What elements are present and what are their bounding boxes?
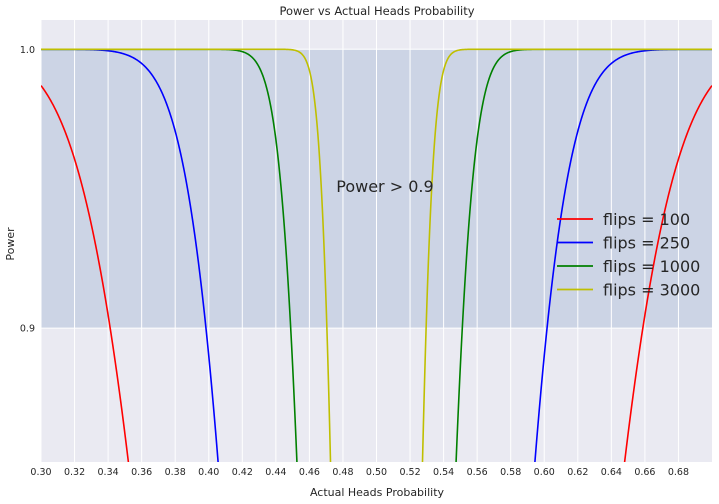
x-tick-label: 0.40	[198, 467, 219, 478]
x-tick-label: 0.42	[232, 467, 253, 478]
legend: flips = 100 flips = 250 flips = 1000 flips …	[557, 210, 700, 300]
x-tick-label: 0.38	[165, 467, 186, 478]
x-tick-label: 0.54	[433, 467, 454, 478]
series-lines	[41, 48, 712, 462]
power-annotation: Power > 0.9	[336, 177, 433, 196]
x-tick-label: 0.60	[534, 467, 555, 478]
x-tick-label: 0.48	[332, 467, 353, 478]
legend-label: flips = 3000	[603, 281, 700, 300]
x-tick-label: 0.52	[399, 467, 420, 478]
x-tick-label: 0.56	[467, 467, 488, 478]
legend-label: flips = 100	[603, 210, 690, 229]
x-axis-label: Actual Heads Probability	[310, 486, 445, 499]
series-line	[41, 48, 712, 462]
x-tick-label: 0.30	[30, 467, 51, 478]
y-tick-label: 1.0	[20, 45, 35, 56]
x-tick-label: 0.64	[601, 467, 622, 478]
x-tick-label: 0.58	[500, 467, 521, 478]
series-line	[41, 48, 712, 462]
x-tick-label: 0.44	[265, 467, 286, 478]
y-tick-label: 0.9	[20, 324, 35, 335]
x-tick-label: 0.36	[131, 467, 152, 478]
x-tick-label: 0.68	[668, 467, 689, 478]
legend-label: flips = 250	[603, 234, 690, 253]
x-tick-label: 0.46	[299, 467, 320, 478]
chart-title: Power vs Actual Heads Probability	[279, 4, 474, 18]
x-tick-label: 0.50	[366, 467, 387, 478]
tick-labels: 0.30 0.32 0.34 0.36 0.38 0.40 0.42 0.44 0.46 0.48…	[20, 45, 689, 478]
legend-label: flips = 1000	[603, 257, 700, 276]
y-axis-label: Power	[4, 227, 17, 261]
x-tick-label: 0.32	[64, 467, 85, 478]
x-tick-label: 0.66	[634, 467, 655, 478]
x-tick-label: 0.62	[567, 467, 588, 478]
plot-area	[40, 20, 712, 462]
x-tick-label: 0.34	[98, 467, 119, 478]
